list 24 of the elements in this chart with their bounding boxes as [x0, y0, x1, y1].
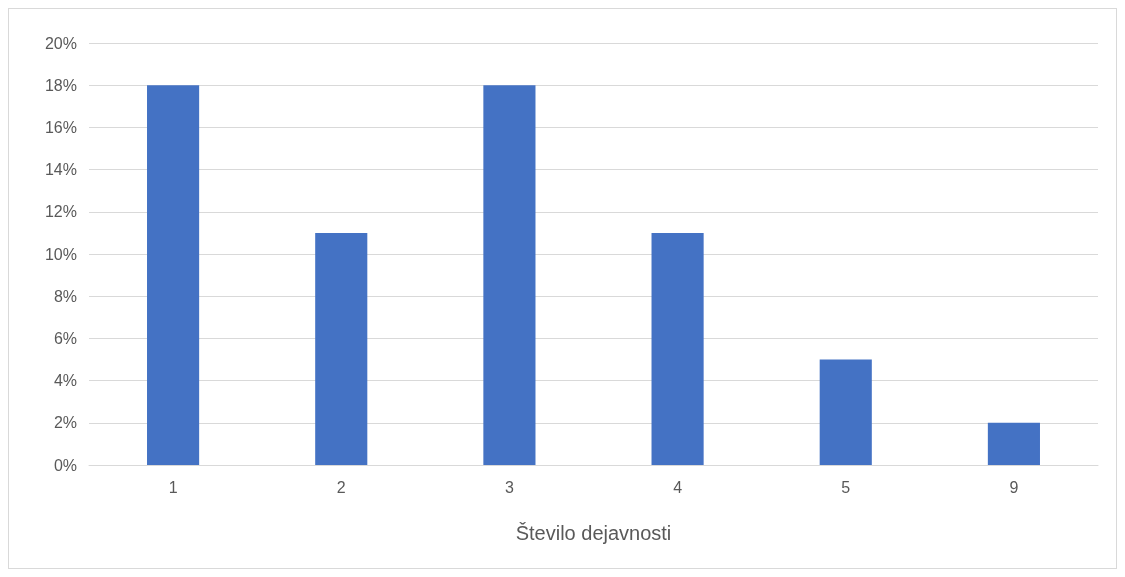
bar	[315, 232, 368, 465]
y-tick-label: 18%	[44, 76, 77, 94]
y-tick-label: 2%	[53, 414, 77, 432]
y-tick-label: 10%	[44, 245, 77, 263]
y-tick-label: 8%	[53, 287, 77, 305]
bar	[651, 232, 704, 465]
y-tick-label: 0%	[53, 456, 77, 474]
y-tick-label: 6%	[53, 329, 77, 347]
x-tick-label: 4	[673, 478, 683, 496]
bar	[483, 85, 536, 465]
x-tick-label: 9	[1009, 478, 1019, 496]
y-tick-label: 20%	[44, 34, 77, 52]
bar	[987, 422, 1040, 465]
y-tick-label: 14%	[44, 161, 77, 179]
bar	[147, 85, 200, 465]
y-tick-label: 4%	[53, 372, 77, 390]
bar	[819, 359, 872, 465]
y-tick-label: 16%	[44, 118, 77, 136]
x-axis-title: Število dejavnosti	[515, 522, 672, 544]
x-tick-label: 2	[336, 478, 346, 496]
x-tick-label: 5	[841, 478, 851, 496]
y-tick-label: 12%	[44, 203, 77, 221]
x-tick-label: 1	[168, 478, 178, 496]
x-tick-label: 3	[504, 478, 514, 496]
